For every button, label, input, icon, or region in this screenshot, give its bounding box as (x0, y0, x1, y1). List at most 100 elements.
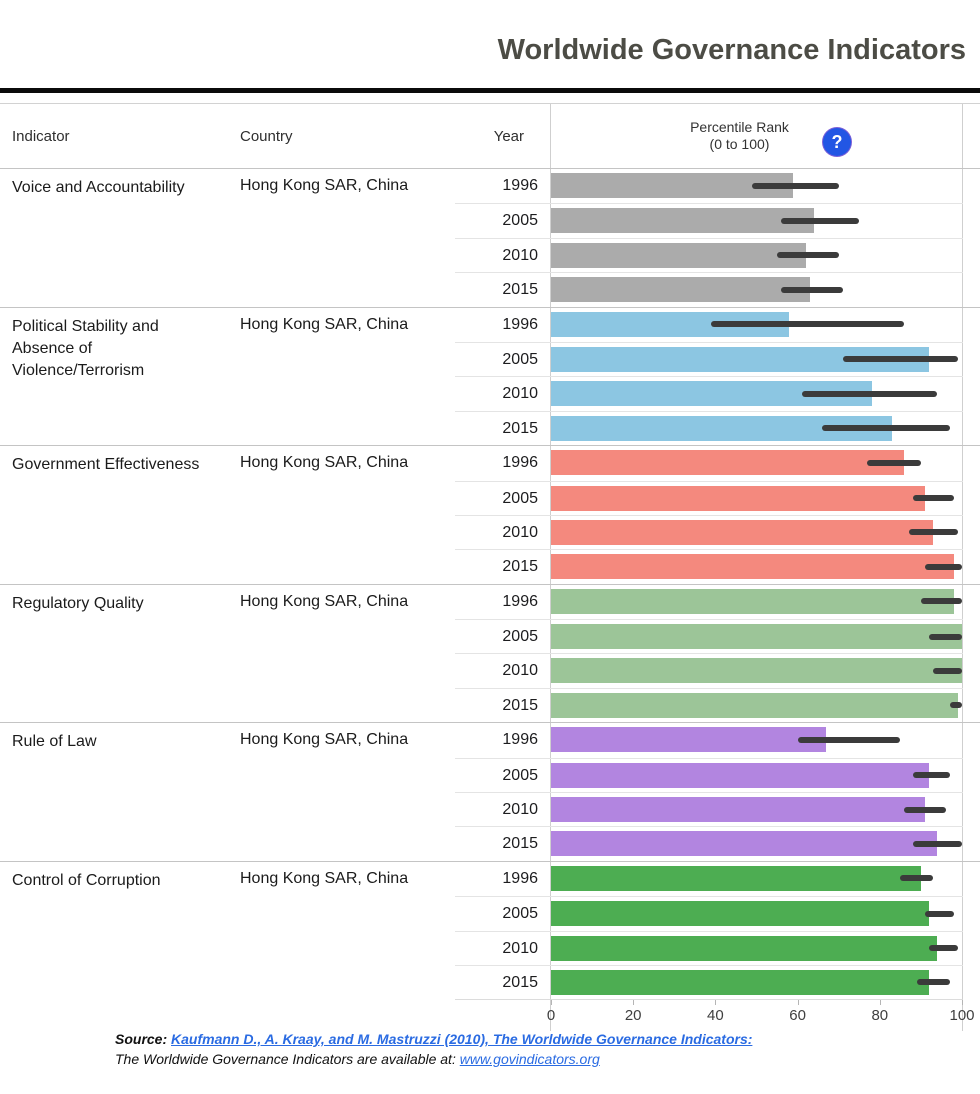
axis-title-line1: Percentile Rank (690, 119, 789, 135)
country-name: Hong Kong SAR, China (240, 315, 409, 333)
year-row: 2015 (455, 687, 963, 723)
year-label: 2015 (502, 973, 538, 991)
question-mark-icon[interactable]: ? (823, 128, 851, 156)
indicator-group: Rule of Law Hong Kong SAR, China 1996 20… (0, 722, 980, 861)
table-body: Voice and Accountability Hong Kong SAR, … (0, 168, 980, 1000)
bar-cell (550, 723, 963, 758)
confidence-interval (904, 806, 946, 813)
year-label: 2010 (502, 662, 538, 680)
table-header-row: Indicator Country Year Percentile Rank (… (0, 104, 980, 168)
confidence-interval (912, 495, 954, 502)
bar-cell (550, 273, 963, 307)
indicator-name: Voice and Accountability (12, 179, 185, 196)
bar-cell (550, 342, 963, 377)
bar-cell (550, 793, 963, 827)
year-row: 2010 (455, 653, 963, 688)
year-row: 2015 (455, 272, 963, 307)
confidence-interval (781, 286, 843, 293)
confidence-interval (711, 321, 905, 328)
year-label: 2005 (502, 212, 538, 230)
axis-title-line2: (0 to 100) (709, 136, 770, 152)
percentile-bar[interactable] (551, 692, 958, 718)
year-row: 2015 (455, 964, 963, 1000)
year-label: 2010 (502, 939, 538, 957)
percentile-bar[interactable] (551, 762, 930, 788)
x-axis: 0 20 40 60 80 100 (547, 999, 975, 1032)
percentile-bar[interactable] (551, 208, 815, 234)
group-rows: 1996 2005 2010 2015 (455, 723, 963, 861)
confidence-interval (933, 667, 962, 674)
year-label: 2015 (502, 281, 538, 299)
indicator-table: Indicator Country Year Percentile Rank (… (0, 103, 980, 1032)
bar-cell (550, 931, 963, 965)
year-label: 2015 (502, 835, 538, 853)
source-note: Source: Kaufmann D., A. Kraay, and M. Ma… (115, 1029, 875, 1069)
indicator-name: Rule of Law (12, 733, 97, 751)
percentile-bar[interactable] (551, 624, 962, 650)
percentile-bar[interactable] (551, 865, 921, 891)
year-label: 2010 (502, 246, 538, 264)
year-row: 2010 (455, 514, 963, 550)
x-axis-tick-label: 40 (707, 1007, 724, 1025)
year-label: 1996 (502, 869, 538, 887)
indicator-group: Political Stability and Absence of Viole… (0, 306, 980, 446)
year-row: 2010 (455, 237, 963, 273)
country-name: Hong Kong SAR, China (240, 454, 409, 472)
axis-year-gap (455, 999, 550, 1031)
percentile-bar[interactable] (551, 519, 934, 545)
source-label: Source: (115, 1031, 168, 1047)
percentile-bar[interactable] (551, 797, 925, 823)
year-label: 2010 (502, 801, 538, 819)
percentile-bar[interactable] (551, 727, 827, 753)
bar-cell (550, 620, 963, 654)
confidence-interval (925, 910, 954, 917)
year-row: 2005 (455, 619, 963, 654)
percentile-bar[interactable] (551, 831, 938, 857)
confidence-interval (777, 252, 839, 259)
bar-cell (550, 446, 963, 481)
year-row: 1996 (455, 723, 963, 758)
percentile-bar[interactable] (551, 969, 930, 995)
percentile-bar[interactable] (551, 901, 930, 927)
percentile-bar[interactable] (551, 935, 938, 961)
confidence-interval (912, 840, 962, 847)
x-axis-tick-mark (715, 1000, 717, 1006)
confidence-interval (908, 529, 958, 536)
year-row: 2010 (455, 376, 963, 411)
bar-cell (550, 861, 963, 897)
percentile-bar[interactable] (551, 242, 806, 268)
year-row: 2005 (455, 341, 963, 377)
confidence-interval (842, 356, 958, 363)
percentile-bar[interactable] (551, 658, 962, 684)
percentile-bar[interactable] (551, 554, 954, 580)
percentile-bar[interactable] (551, 277, 810, 303)
percentile-bar[interactable] (551, 485, 925, 511)
year-label: 1996 (502, 731, 538, 749)
x-axis-tick-mark (551, 1000, 552, 1006)
column-header-percentile-rank: Percentile Rank (0 to 100) ? (550, 104, 963, 168)
percentile-bar[interactable] (551, 588, 954, 614)
country-name: Hong Kong SAR, China (240, 592, 409, 610)
indicator-name: Control of Corruption (12, 871, 161, 889)
confidence-interval (801, 390, 938, 397)
indicator-name: Political Stability and Absence of Viole… (12, 317, 159, 379)
year-row: 2010 (455, 930, 963, 965)
confidence-interval (822, 425, 950, 432)
bar-cell (550, 204, 963, 238)
year-row: 2010 (455, 792, 963, 827)
indicator-name: Government Effectiveness (12, 456, 200, 474)
confidence-interval (912, 772, 950, 779)
year-row: 2015 (455, 549, 963, 584)
year-label: 2010 (502, 523, 538, 541)
year-label: 1996 (502, 592, 538, 610)
axis-spacer (0, 999, 455, 1031)
bar-cell (550, 827, 963, 861)
page-title: Worldwide Governance Indicators (497, 34, 966, 66)
year-label: 2005 (502, 350, 538, 368)
confidence-interval (949, 702, 962, 709)
source-citation-link[interactable]: Kaufmann D., A. Kraay, and M. Mastruzzi … (171, 1031, 753, 1047)
percentile-bar[interactable] (551, 450, 905, 476)
confidence-interval (867, 459, 921, 466)
year-row: 1996 (455, 307, 963, 342)
govindicators-link[interactable]: www.govindicators.org (459, 1051, 600, 1067)
